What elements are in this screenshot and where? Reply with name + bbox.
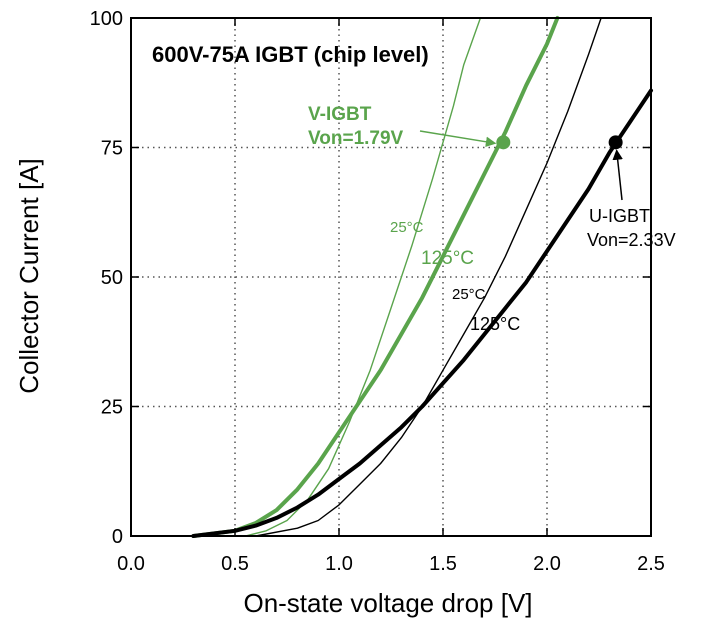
x-tick-label: 2.5 <box>637 553 665 575</box>
y-tick-label: 100 <box>90 8 123 30</box>
annotation-arrows <box>419 130 623 201</box>
u-igbt-125c-label: 125°C <box>470 314 520 334</box>
u-igbt-label: U-IGBT <box>589 206 650 226</box>
y-tick-label: 50 <box>101 267 123 289</box>
v-igbt-arrow <box>419 130 497 147</box>
u-igbt-von-label: Von=2.33V <box>587 230 676 250</box>
y-tick-label: 75 <box>101 138 123 160</box>
von-markers <box>496 135 623 150</box>
v-igbt-von-label: Von=1.79V <box>308 128 404 149</box>
x-tick-label: 1.5 <box>429 553 457 575</box>
v-igbt-125c-curve <box>191 16 560 538</box>
u-igbt-25c-curve <box>255 17 602 537</box>
u-igbt-25c-label: 25°C <box>452 286 486 303</box>
v-igbt-label: V-IGBT <box>308 104 372 125</box>
x-axis-ticks: 0.0 0.5 1.0 1.5 2.0 2.5 <box>117 18 665 575</box>
v-igbt-von-marker <box>496 135 511 150</box>
x-tick-label: 0.0 <box>117 553 145 575</box>
y-axis-label: Collector Current [A] <box>14 158 44 394</box>
x-tick-label: 1.0 <box>325 553 353 575</box>
u-igbt-arrow <box>612 149 623 201</box>
curves <box>191 16 653 538</box>
v-igbt-125c-label: 125°C <box>421 248 474 269</box>
u-igbt-125c-curve <box>191 88 653 538</box>
chart-title: 600V-75A IGBT (chip level) <box>152 42 429 67</box>
grid-lines <box>131 18 651 536</box>
y-tick-label: 25 <box>101 397 123 419</box>
y-tick-label: 0 <box>112 526 123 548</box>
y-axis-ticks: 0 25 50 75 100 <box>90 8 651 548</box>
v-igbt-25c-label: 25°C <box>390 219 424 236</box>
x-tick-label: 2.0 <box>533 553 561 575</box>
x-axis-label: On-state voltage drop [V] <box>243 588 532 618</box>
x-tick-label: 0.5 <box>221 553 249 575</box>
u-igbt-von-marker <box>608 135 623 150</box>
v-igbt-25c-curve <box>244 17 482 537</box>
